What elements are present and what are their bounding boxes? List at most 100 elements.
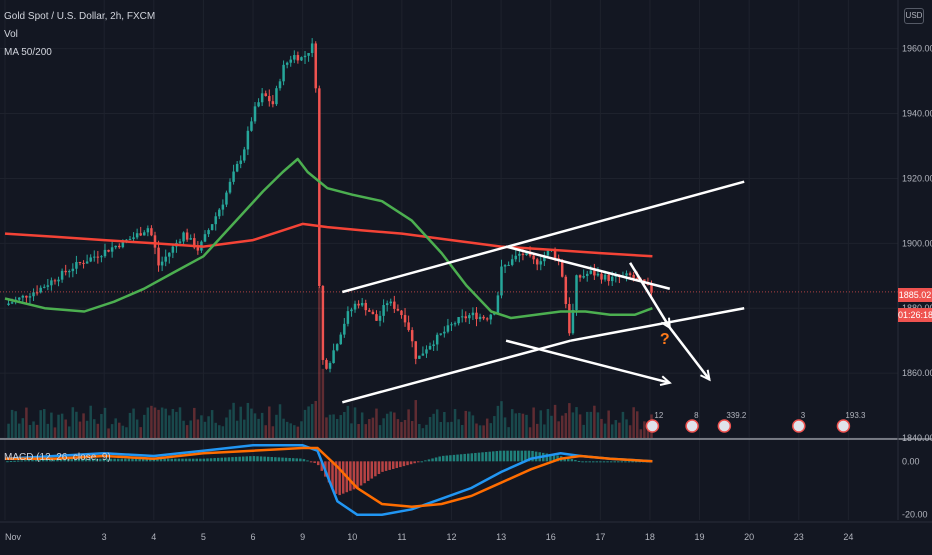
candle-body: [607, 274, 610, 282]
candle-body: [460, 316, 464, 318]
candle-body: [589, 270, 593, 274]
macd-histogram-bar: [70, 458, 73, 462]
vol-legend[interactable]: Vol: [4, 29, 18, 40]
volume-bar: [139, 427, 142, 438]
volume-bar: [239, 406, 242, 438]
macd-histogram-bar: [299, 458, 302, 462]
macd-histogram-bar: [238, 456, 241, 462]
macd-histogram-bar: [524, 450, 527, 462]
macd-histogram-bar: [306, 460, 309, 462]
macd-histogram-bar: [434, 457, 438, 462]
macd-histogram-bar: [552, 454, 556, 462]
candle-body: [403, 315, 407, 323]
candle-body: [278, 81, 282, 89]
candle-body: [193, 238, 196, 248]
macd-histogram-bar: [381, 461, 384, 472]
volume-bar: [196, 419, 200, 438]
macd-histogram-bar: [102, 458, 106, 462]
candle-body: [17, 297, 21, 300]
macd-histogram-bar: [124, 458, 127, 462]
volume-bar: [439, 421, 443, 438]
candle-body: [307, 52, 310, 56]
macd-histogram-bar: [499, 450, 502, 462]
volume-bar: [521, 413, 525, 438]
volume-bar: [246, 402, 250, 438]
macd-legend[interactable]: MACD (12, 26, close, 9): [4, 452, 111, 463]
time-axis-label: 6: [251, 532, 256, 542]
candle-body: [318, 88, 321, 287]
macd-histogram-bar: [588, 461, 591, 463]
macd-histogram-bar: [456, 454, 459, 462]
macd-histogram-bar: [188, 458, 191, 462]
macd-histogram-bar: [452, 454, 456, 462]
candle-body: [310, 43, 314, 53]
volume-bar: [225, 417, 228, 438]
candle-body: [271, 101, 275, 105]
macd-histogram-bar: [602, 461, 606, 463]
candle-body: [503, 265, 507, 267]
candle-body: [500, 266, 503, 296]
candle-body: [43, 286, 46, 288]
candle-body: [257, 102, 260, 107]
macd-histogram-bar: [9, 461, 13, 463]
volume-bar: [378, 425, 382, 438]
macd-histogram-bar: [391, 461, 395, 469]
candle-body: [78, 262, 82, 264]
candle-body: [314, 43, 317, 89]
macd-histogram-bar: [624, 461, 627, 463]
macd-histogram-bar: [581, 461, 584, 463]
macd-histogram-bar: [24, 460, 27, 462]
candle-body: [478, 316, 482, 320]
ma-legend[interactable]: MA 50/200: [4, 47, 52, 58]
candle-body: [189, 238, 192, 240]
volume-bar: [75, 411, 78, 438]
candle-body: [578, 275, 582, 278]
macd-histogram-bar: [41, 459, 45, 462]
ma200-line: [4, 222, 653, 258]
volume-bar: [153, 407, 157, 438]
volume-bar: [285, 421, 289, 438]
currency-badge[interactable]: USD: [904, 8, 924, 24]
macd-histogram-bar: [634, 461, 638, 463]
macd-histogram-bar: [56, 458, 59, 462]
macd-histogram-bar: [59, 458, 63, 462]
candle-body: [614, 275, 618, 277]
macd-histogram-bar: [220, 457, 224, 462]
candle-body: [246, 130, 250, 150]
volume-bar: [375, 408, 378, 438]
candle-body: [139, 233, 142, 236]
volume-bar: [510, 409, 514, 438]
macd-histogram-bar: [231, 457, 234, 462]
candle-body: [171, 246, 175, 253]
volume-bar: [257, 418, 260, 438]
macd-histogram-bar: [399, 461, 402, 468]
macd-histogram-bar: [213, 458, 216, 462]
volume-bar: [450, 421, 453, 438]
macd-histogram-bar: [313, 461, 316, 463]
price-axis-label: 1940.00: [902, 109, 932, 119]
macd-histogram-bar: [45, 459, 48, 462]
event-marker: [685, 419, 699, 433]
volume-bar: [468, 411, 471, 438]
volume-bar: [114, 418, 117, 438]
candle-body: [450, 324, 453, 326]
event-label: 8: [694, 411, 699, 420]
macd-histogram-bar: [492, 451, 495, 462]
volume-bar: [314, 400, 317, 438]
candle-body: [143, 232, 146, 236]
macd-histogram-bar: [534, 451, 538, 462]
candle-body: [485, 318, 489, 320]
candle-body: [153, 235, 157, 248]
volume-bar: [343, 411, 346, 438]
volume-bar: [168, 415, 171, 438]
macd-histogram-bar: [191, 458, 195, 462]
macd-histogram-bar: [216, 457, 220, 462]
volume-bar: [600, 418, 603, 438]
candle-body: [57, 279, 60, 282]
candle-body: [428, 345, 432, 350]
symbol-title[interactable]: Gold Spot / U.S. Dollar, 2h, FXCM: [4, 11, 156, 22]
candle-body: [528, 253, 532, 256]
candle-body: [350, 309, 353, 312]
